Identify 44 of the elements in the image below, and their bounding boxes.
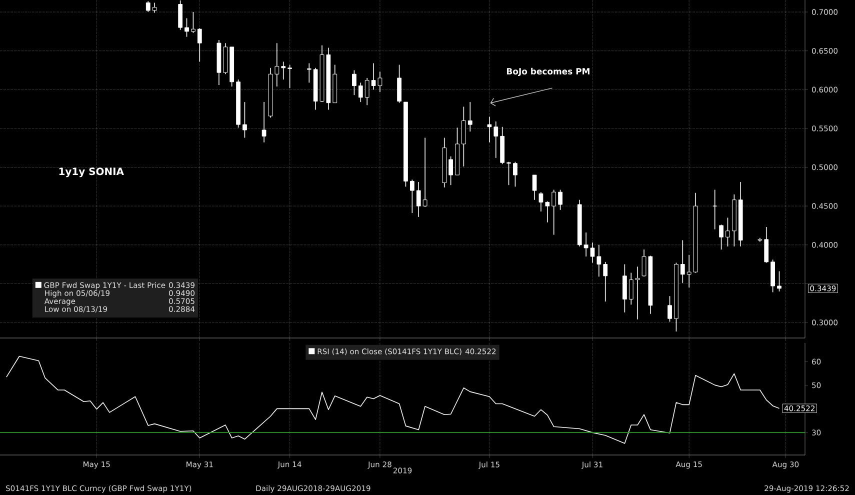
candlestick xyxy=(364,78,370,106)
candlestick xyxy=(197,28,202,62)
candlestick xyxy=(191,12,196,34)
candlestick xyxy=(726,217,730,247)
candlestick xyxy=(288,64,292,88)
candlestick xyxy=(422,137,428,208)
candlestick xyxy=(622,264,627,313)
candlestick xyxy=(306,62,312,84)
candlestick xyxy=(686,254,692,288)
candlestick xyxy=(281,61,286,80)
candlestick xyxy=(352,70,356,96)
candlestick xyxy=(764,226,769,264)
candlestick xyxy=(552,189,556,236)
candlestick xyxy=(558,189,562,210)
candlestick xyxy=(596,244,602,278)
candlestick xyxy=(416,182,421,218)
candlestick xyxy=(146,0,150,12)
annotation: BoJo becomes PM xyxy=(506,68,590,76)
candlestick xyxy=(635,266,640,320)
candlestick xyxy=(448,156,453,186)
candlestick xyxy=(487,116,492,143)
candlestick xyxy=(538,192,544,212)
candlestick xyxy=(468,102,472,132)
candlestick xyxy=(184,18,189,38)
candlestick xyxy=(358,82,363,102)
candlestick xyxy=(513,161,518,188)
candlestick xyxy=(262,102,266,143)
candlestick xyxy=(462,106,466,167)
candlestick xyxy=(545,201,550,223)
candlestick xyxy=(410,179,414,214)
candlestick xyxy=(178,0,183,30)
candlestick xyxy=(397,64,402,104)
text: 1y1y SONIA xyxy=(59,168,124,178)
candlestick xyxy=(628,272,634,306)
candlestick xyxy=(603,262,608,302)
candlestick xyxy=(668,296,672,322)
candlestick xyxy=(777,270,782,292)
candlestick xyxy=(242,102,247,138)
candlestick xyxy=(532,174,537,200)
candlestick xyxy=(494,121,498,158)
candlestick xyxy=(274,42,280,87)
candlestick xyxy=(712,189,718,230)
candlestick xyxy=(719,224,724,250)
candlestick xyxy=(680,240,685,284)
